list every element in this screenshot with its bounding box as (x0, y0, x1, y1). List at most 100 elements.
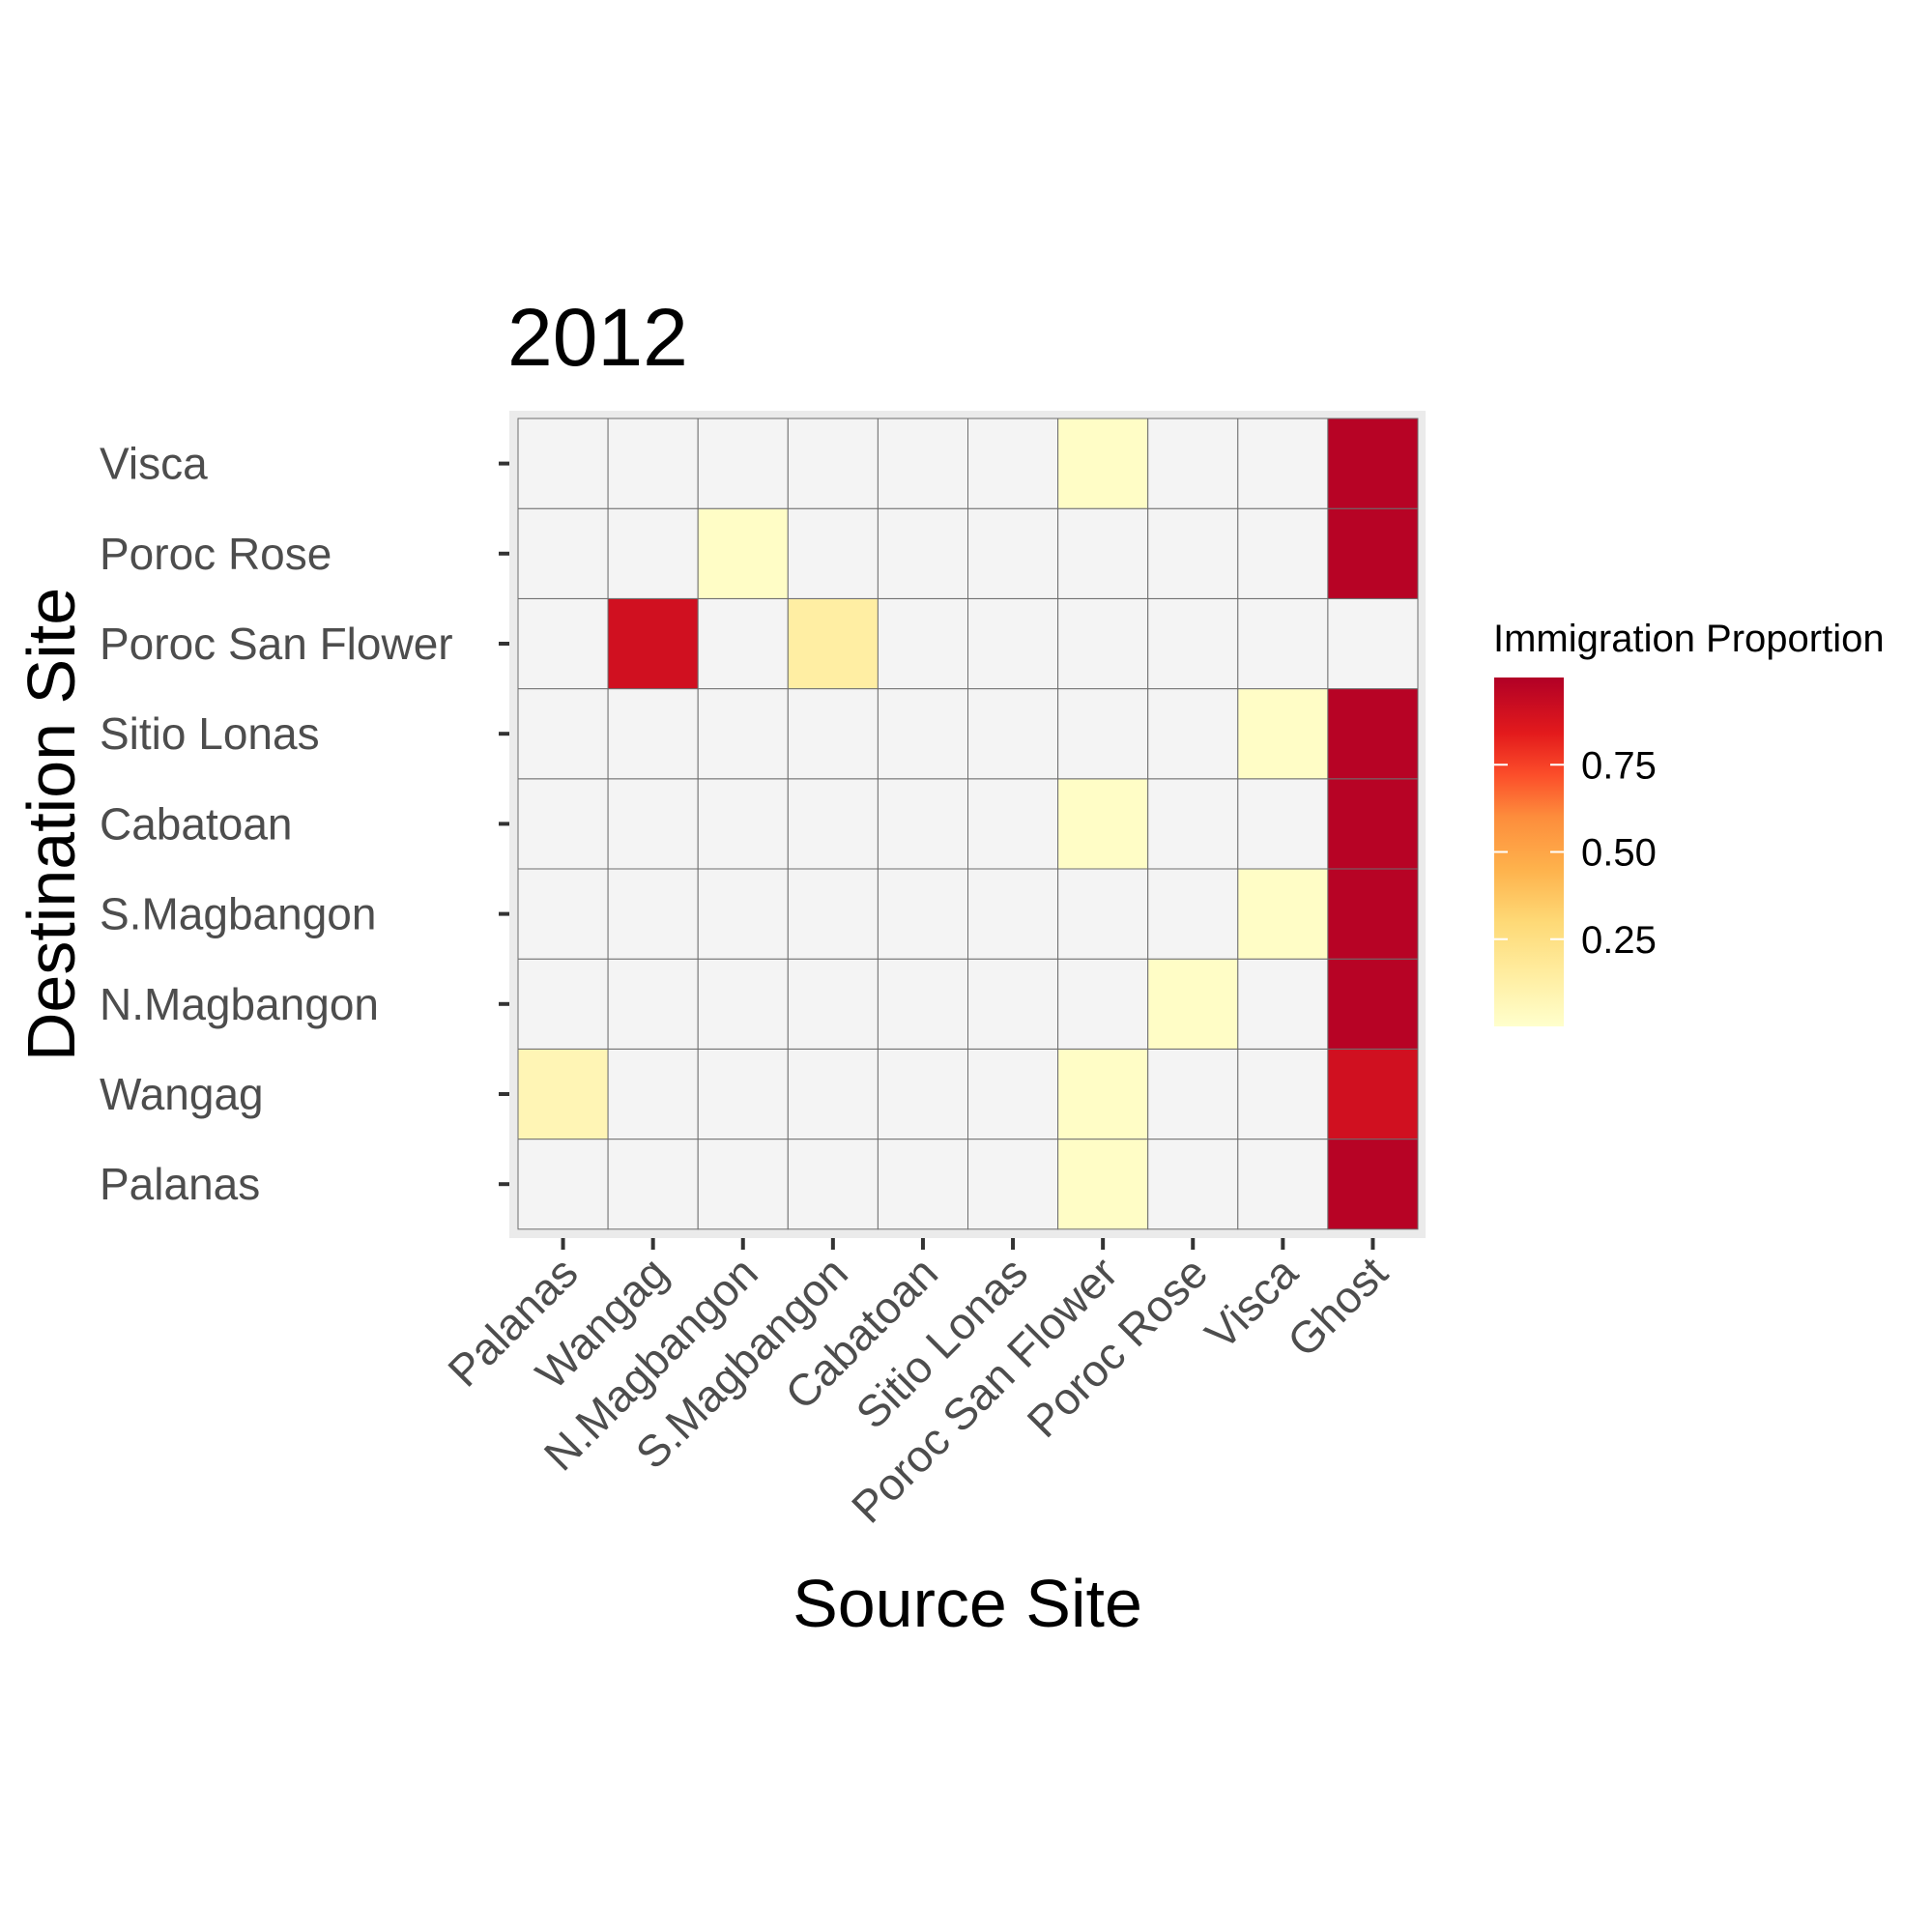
heatmap-cell (967, 418, 1059, 509)
legend-tick-label: 0.25 (1581, 919, 1657, 962)
heatmap-cell (967, 688, 1059, 780)
heatmap-cell (877, 507, 969, 599)
heatmap-cell (1057, 868, 1149, 960)
heatmap-cell (1327, 1048, 1419, 1140)
heatmap-cell (607, 597, 699, 690)
heatmap-cell (967, 778, 1059, 870)
heatmap-cell (787, 868, 879, 960)
heatmap-cell (1237, 868, 1329, 960)
heatmap-cell (877, 1139, 969, 1230)
heatmap-cell (967, 958, 1059, 1050)
heatmap-cell (517, 418, 609, 509)
heatmap-cell (607, 507, 699, 599)
heatmap-cell (1057, 418, 1149, 509)
heatmap-cell (787, 1048, 879, 1140)
heatmap-cell (517, 778, 609, 870)
heatmap-cell (1237, 1139, 1329, 1230)
x-axis-title: Source Site (793, 1566, 1142, 1641)
heatmap-cell (877, 778, 969, 870)
heatmap-cell (1327, 597, 1419, 690)
heatmap-cell (967, 1139, 1059, 1230)
heatmap-cell (787, 688, 879, 780)
legend-ticks: 0.25 0.50 0.75 (1494, 744, 1657, 962)
heatmap-cell (787, 418, 879, 509)
y-tick-label: Sitio Lonas (100, 708, 320, 759)
heatmap-cell (1057, 1139, 1149, 1230)
heatmap-cell (607, 778, 699, 870)
heatmap-cell (1057, 778, 1149, 870)
heatmap-cell (967, 507, 1059, 599)
heatmap-cell (1237, 507, 1329, 599)
heatmap-cell (877, 1048, 969, 1140)
y-tick-label: Poroc San Flower (100, 619, 453, 669)
heatmap-cell (967, 597, 1059, 690)
heatmap-cell (517, 958, 609, 1050)
y-tick-label: N.Magbangon (100, 979, 379, 1029)
legend-tick-label: 0.75 (1581, 744, 1657, 787)
heatmap-cell (1147, 958, 1239, 1050)
heatmap-cell (877, 418, 969, 509)
heatmap-cell (1327, 868, 1419, 960)
heatmap-cell (697, 1139, 789, 1230)
heatmap-cell (517, 1048, 609, 1140)
heatmap-cell (1237, 778, 1329, 870)
heatmap-cell (1237, 958, 1329, 1050)
heatmap-cell (877, 868, 969, 960)
y-tick-label: Poroc Rose (100, 529, 332, 579)
legend: Immigration Proportion 0.25 0.50 0.75 (1493, 618, 1885, 1026)
heatmap-cell (697, 958, 789, 1050)
heatmap-cell (1327, 778, 1419, 870)
heatmap-cell (1147, 418, 1239, 509)
heatmap-cell (607, 868, 699, 960)
heatmap-cell (877, 688, 969, 780)
heatmap-cell (1147, 507, 1239, 599)
legend-tick-label: 0.50 (1581, 832, 1657, 875)
heatmap-cell (1147, 1048, 1239, 1140)
heatmap-cell (1327, 1139, 1419, 1230)
heatmap-cell (1147, 688, 1239, 780)
heatmap-cell (1057, 688, 1149, 780)
heatmap-cell (607, 1139, 699, 1230)
heatmap-cell (1057, 507, 1149, 599)
heatmap-cell (1327, 507, 1419, 599)
heatmap-cell (517, 597, 609, 690)
heatmap-cell (607, 418, 699, 509)
y-tick-label: S.Magbangon (100, 889, 376, 939)
y-tick-label: Palanas (100, 1159, 260, 1209)
heatmap-cell (1147, 597, 1239, 690)
heatmap-cell (517, 1139, 609, 1230)
y-tick-label: Cabatoan (100, 798, 293, 849)
heatmap-cell (787, 958, 879, 1050)
heatmap-cell (697, 688, 789, 780)
heatmap-cell (787, 1139, 879, 1230)
heatmap-cell (697, 418, 789, 509)
legend-title: Immigration Proportion (1493, 618, 1885, 660)
heatmap-cell (1147, 868, 1239, 960)
y-axis-title: Destination Site (14, 588, 89, 1061)
heatmap-cell (787, 597, 879, 690)
heatmap-cell (697, 507, 789, 599)
heatmap-cell (1237, 597, 1329, 690)
y-axis-ticks: Palanas Wangag N.Magbangon S.Magbangon Cabat… (100, 439, 509, 1209)
heatmap-cell (697, 868, 789, 960)
heatmap-cell (787, 778, 879, 870)
heatmap-cell (787, 507, 879, 599)
heatmap-cell (1057, 597, 1149, 690)
heatmap-cell (607, 958, 699, 1050)
heatmap-cell (1327, 688, 1419, 780)
heatmap-cell (1147, 1139, 1239, 1230)
heatmap-cell (967, 1048, 1059, 1140)
y-tick-label: Visca (100, 439, 208, 489)
heatmap-cell (697, 778, 789, 870)
heatmap-cell (607, 1048, 699, 1140)
heatmap-cells (517, 418, 1419, 1230)
y-tick-label: Wangag (100, 1069, 264, 1119)
heatmap-cell (517, 688, 609, 780)
heatmap-cell (1057, 958, 1149, 1050)
heatmap-cell (607, 688, 699, 780)
heatmap-cell (697, 1048, 789, 1140)
heatmap-cell (1327, 958, 1419, 1050)
x-axis-ticks: PalanasWangagN.MagbangonS.MagbangonCabat… (438, 1238, 1398, 1533)
heatmap-cell (1327, 418, 1419, 509)
